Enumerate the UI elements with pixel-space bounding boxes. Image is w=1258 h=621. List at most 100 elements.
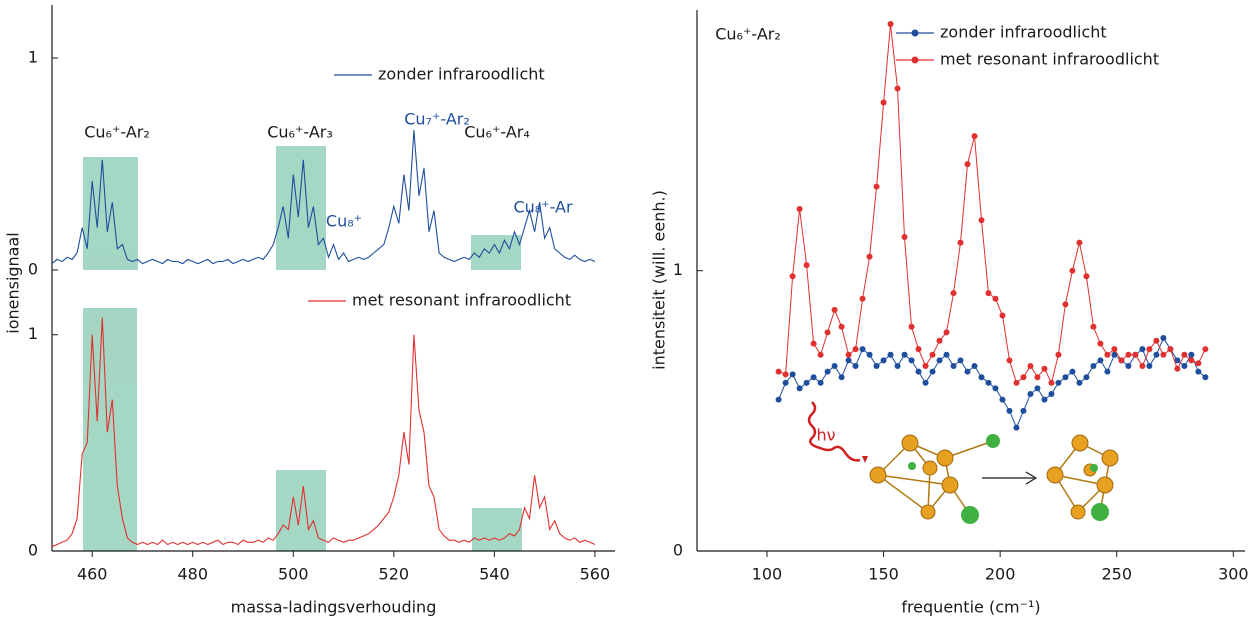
data-point — [965, 161, 971, 167]
data-point — [1090, 363, 1096, 369]
data-point — [1006, 357, 1012, 363]
data-point — [1202, 346, 1208, 352]
data-point — [853, 363, 859, 369]
data-point — [951, 363, 957, 369]
data-point — [1013, 380, 1019, 386]
data-point — [992, 385, 998, 391]
data-point — [944, 352, 950, 358]
data-point — [999, 397, 1005, 403]
data-point — [783, 371, 789, 377]
data-point — [1118, 357, 1124, 363]
data-point — [1139, 346, 1145, 352]
data-point — [839, 374, 845, 380]
annotation: Cu₆⁺-Ar₂ — [715, 25, 781, 44]
annotation: Cu₇⁺-Ar₂ — [404, 110, 470, 129]
x-tick-label: 200 — [985, 565, 1016, 584]
data-point — [853, 346, 859, 352]
data-point — [811, 341, 817, 347]
data-point — [881, 357, 887, 363]
x-tick-label: 460 — [77, 565, 108, 584]
data-point — [790, 371, 796, 377]
data-point — [1020, 408, 1026, 414]
data-point — [902, 234, 908, 240]
annotation: Cu₆⁺-Ar₄ — [464, 123, 530, 142]
x-axis-label: massa-ladingsverhouding — [231, 598, 437, 617]
data-point — [776, 369, 782, 375]
data-point — [888, 352, 894, 358]
figure: 01zonder infraroodlichtionensignaalCu₆⁺-… — [0, 0, 1258, 621]
data-point — [1111, 346, 1117, 352]
legend-marker — [912, 30, 919, 37]
data-point — [783, 380, 789, 386]
data-point — [874, 363, 880, 369]
data-point — [1153, 352, 1159, 358]
data-point — [923, 363, 929, 369]
x-tick-label: 560 — [580, 565, 611, 584]
annotation: Cu₈⁺ — [326, 212, 362, 231]
data-point — [867, 352, 873, 358]
x-axis-label: frequentie (cm⁻¹) — [901, 598, 1040, 617]
data-point — [895, 85, 901, 91]
highlight-box — [83, 308, 137, 551]
data-point — [881, 100, 887, 106]
y-axis-label: intensiteit (will. eenh.) — [650, 190, 669, 370]
data-point — [916, 369, 922, 375]
data-point — [818, 352, 824, 358]
data-point — [1188, 357, 1194, 363]
data-point — [909, 324, 915, 330]
data-point — [1188, 352, 1194, 358]
y-tick-label: 0 — [28, 541, 38, 560]
data-point — [1195, 360, 1201, 366]
data-point — [992, 296, 998, 302]
data-point — [825, 369, 831, 375]
data-point — [1020, 374, 1026, 380]
data-point — [1027, 391, 1033, 397]
data-point — [985, 290, 991, 296]
data-point — [978, 374, 984, 380]
data-point — [1181, 363, 1187, 369]
data-point — [895, 363, 901, 369]
legend-label: zonder infraroodlicht — [940, 23, 1107, 42]
data-point — [902, 352, 908, 358]
data-point — [923, 380, 929, 386]
data-point — [846, 352, 852, 358]
data-point — [999, 313, 1005, 319]
data-point — [1146, 346, 1152, 352]
data-point — [1160, 352, 1166, 358]
x-tick-label: 150 — [868, 565, 899, 584]
data-point — [1076, 380, 1082, 386]
data-point — [1062, 301, 1068, 307]
legend-label: met resonant infraroodlicht — [352, 291, 571, 310]
data-point — [1125, 363, 1131, 369]
data-point — [1076, 240, 1082, 246]
data-point — [1048, 380, 1054, 386]
data-point — [888, 21, 894, 27]
legend-label: zonder infraroodlicht — [378, 65, 545, 84]
data-point — [930, 352, 936, 358]
data-point — [804, 380, 810, 386]
data-point — [1034, 385, 1040, 391]
data-point — [1097, 357, 1103, 363]
x-tick-label: 250 — [1101, 565, 1132, 584]
data-point — [797, 385, 803, 391]
data-point — [958, 240, 964, 246]
data-point — [1048, 391, 1054, 397]
molecule-illustration — [809, 402, 1118, 524]
data-point — [1132, 352, 1138, 358]
y-tick-label: 1 — [28, 48, 38, 67]
x-tick-label: 480 — [177, 565, 208, 584]
data-point — [1069, 268, 1075, 274]
data-point — [832, 307, 838, 313]
data-point — [1041, 366, 1047, 372]
data-point — [797, 206, 803, 212]
data-point — [1139, 363, 1145, 369]
data-point — [1062, 374, 1068, 380]
data-point — [1055, 352, 1061, 358]
data-point — [978, 217, 984, 223]
data-point — [860, 296, 866, 302]
data-point — [790, 273, 796, 279]
x-tick-label: 100 — [752, 565, 783, 584]
data-point — [1006, 408, 1012, 414]
data-point — [958, 357, 964, 363]
data-point — [985, 380, 991, 386]
